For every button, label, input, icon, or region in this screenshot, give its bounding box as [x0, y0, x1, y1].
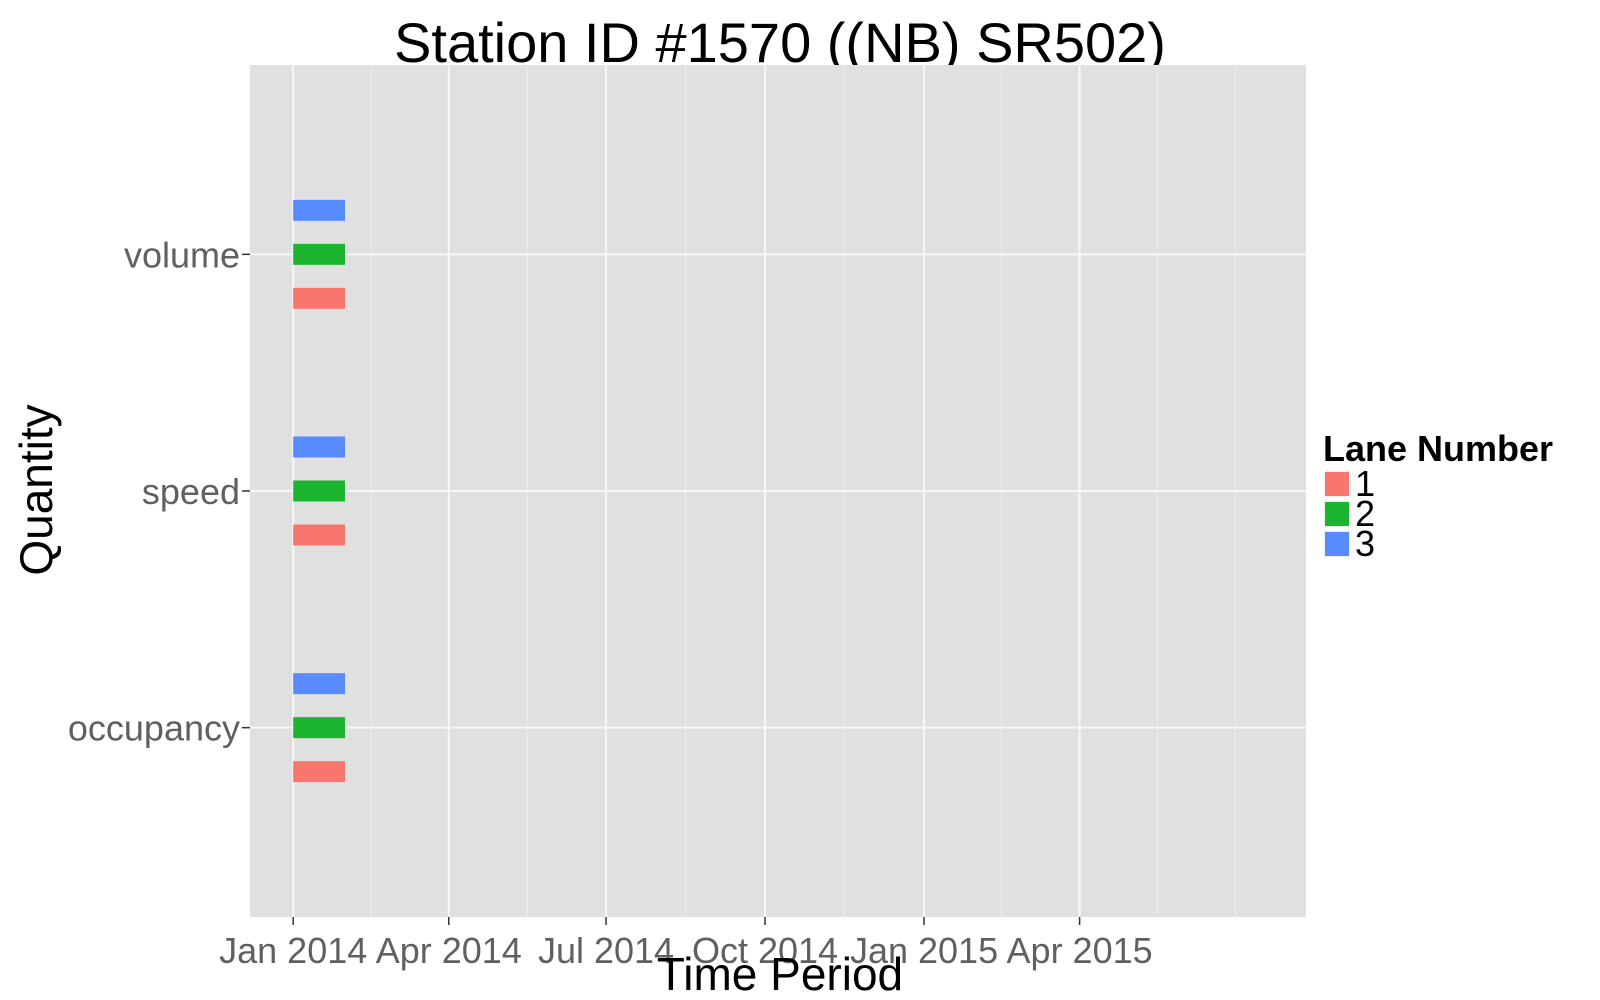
- legend-swatch-3: [1325, 532, 1349, 556]
- y-axis: occupancy speed volume: [68, 234, 250, 749]
- legend-label-1: 1: [1355, 463, 1375, 504]
- x-tick-label: Oct 2014: [692, 930, 838, 971]
- bar-lane-1-speed: [293, 524, 346, 546]
- bars: [293, 199, 346, 783]
- chart-title: Station ID #1570 ((NB) SR502): [394, 11, 1166, 74]
- y-tick-label: speed: [142, 471, 240, 512]
- bar-lane-2-speed: [293, 480, 346, 502]
- legend-title: Lane Number: [1323, 428, 1553, 469]
- legend: Lane Number 123: [1322, 428, 1553, 564]
- x-tick-label: Jan 2014: [219, 930, 367, 971]
- bar-lane-2-occupancy: [293, 717, 346, 739]
- legend-swatch-2: [1325, 502, 1349, 526]
- x-tick-label: Jul 2014: [538, 930, 674, 971]
- bar-lane-3-volume: [293, 199, 346, 221]
- bar-lane-1-occupancy: [293, 761, 346, 783]
- x-tick-label: Apr 2014: [376, 930, 522, 971]
- bar-lane-3-speed: [293, 436, 346, 458]
- legend-swatch-1: [1325, 472, 1349, 496]
- y-tick-label: occupancy: [68, 708, 240, 749]
- bar-lane-2-volume: [293, 243, 346, 265]
- y-axis-title: Quantity: [10, 404, 62, 575]
- x-axis-title: Time Period: [657, 948, 903, 1000]
- x-tick-label: Apr 2015: [1007, 930, 1153, 971]
- x-tick-label: Jan 2015: [850, 930, 998, 971]
- y-tick-label: volume: [124, 234, 240, 275]
- bar-lane-1-volume: [293, 287, 346, 309]
- legend-label-2: 2: [1355, 493, 1375, 534]
- bar-lane-3-occupancy: [293, 673, 346, 695]
- x-axis: Jan 2014 Apr 2014 Jul 2014 Oct 2014 Jan 2015…: [219, 917, 1153, 971]
- legend-label-3: 3: [1355, 523, 1375, 564]
